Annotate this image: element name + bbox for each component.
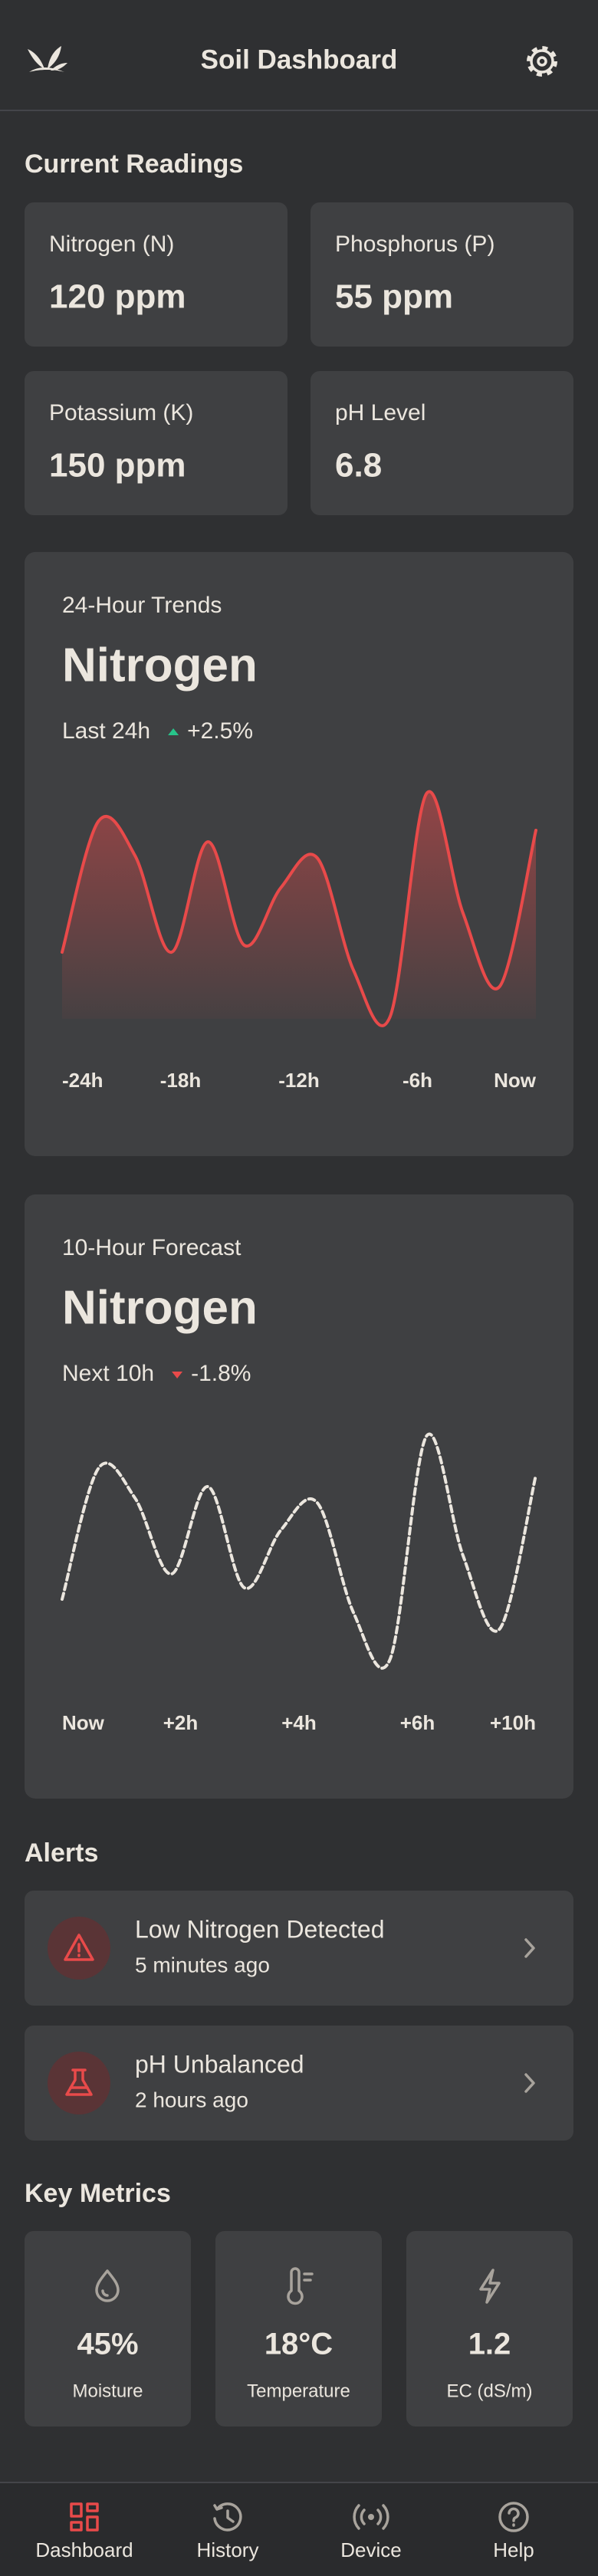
- line-area: [62, 791, 536, 1026]
- thermometer-icon: [287, 2267, 314, 2305]
- content: Nitrogen (N) 120 ppm Phosphorus (P) 55 ppm P…: [25, 202, 573, 2426]
- help-icon: [498, 2502, 529, 2532]
- reading-card: [25, 202, 288, 347]
- alert-icon-bg: [48, 2052, 110, 2114]
- warning-icon: [64, 1934, 94, 1961]
- flask-icon: [65, 2068, 93, 2096]
- metric-card: [25, 2231, 191, 2426]
- section-title: Alerts: [25, 1838, 98, 1868]
- metric-label: Moisture: [72, 2380, 143, 2401]
- alert-title: Low Nitrogen Detected: [135, 1915, 385, 1943]
- reading-label: Potassium (K): [49, 400, 193, 426]
- alert-card: [25, 2026, 573, 2141]
- reading-value: 55 ppm: [335, 278, 453, 316]
- alert-item[interactable]: Low Nitrogen Detected 5 minutes ago: [25, 1891, 573, 2006]
- metric-value: 45%: [77, 2328, 138, 2361]
- bottom-nav: [0, 2482, 598, 2576]
- x-tick-label: +2h: [163, 1711, 199, 1734]
- x-tick-label: +10h: [490, 1711, 536, 1734]
- section-title: Current Readings: [25, 150, 243, 179]
- line: [61, 1432, 537, 1670]
- reading-value: 120 ppm: [49, 278, 186, 316]
- metric-card: [215, 2231, 382, 2426]
- chart-change: +2.5%: [187, 718, 253, 744]
- history-icon: [213, 2502, 242, 2532]
- chevron: [524, 2073, 535, 2093]
- line: [61, 790, 537, 1027]
- x-tick-label: -6h: [402, 1069, 432, 1092]
- chart-period: Last 24h: [62, 718, 150, 744]
- reading-card: [310, 371, 573, 515]
- metric-card: [406, 2231, 573, 2426]
- chart-subtitle: 24-Hour Trends: [62, 593, 222, 618]
- reading-value: 150 ppm: [49, 447, 186, 485]
- nav-label[interactable]: History: [197, 2538, 259, 2561]
- chart-subtitle: 10-Hour Forecast: [62, 1235, 242, 1260]
- chart-title: Nitrogen: [62, 639, 258, 692]
- reading-label: Phosphorus (P): [335, 232, 495, 257]
- chart-change: -1.8%: [191, 1361, 251, 1386]
- x-tick-label: Now: [494, 1069, 537, 1092]
- section-title: Key Metrics: [25, 2179, 171, 2208]
- change-arrow: [172, 1372, 183, 1378]
- header-title: Soil Dashboard: [201, 44, 398, 74]
- bolt-icon: [479, 2269, 501, 2304]
- reading-card: [25, 371, 288, 515]
- metric-value: 1.2: [468, 2328, 511, 2361]
- settings-button[interactable]: [527, 46, 557, 77]
- logo: [28, 46, 67, 72]
- change-arrow: [168, 728, 179, 735]
- x-tick-label: Now: [62, 1711, 105, 1734]
- alert-time: 2 hours ago: [135, 2088, 248, 2111]
- reading-value: 6.8: [335, 447, 382, 485]
- x-tick-label: -12h: [278, 1069, 319, 1092]
- header-border: [0, 110, 598, 111]
- chart-card: [25, 1194, 573, 1799]
- x-tick-label: +6h: [400, 1711, 435, 1734]
- metric-label: EC (dS/m): [446, 2380, 532, 2401]
- nav-label[interactable]: Device: [340, 2538, 401, 2561]
- chevron: [524, 1938, 535, 1958]
- alert-title: pH Unbalanced: [135, 2050, 304, 2078]
- chart-title: Nitrogen: [62, 1281, 258, 1334]
- metric-label: Temperature: [247, 2380, 350, 2401]
- alert-time: 5 minutes ago: [135, 1953, 270, 1976]
- x-tick-label: -24h: [62, 1069, 103, 1092]
- device-icon: [353, 2504, 389, 2530]
- chart-period: Next 10h: [62, 1361, 154, 1386]
- nav-label[interactable]: Help: [493, 2538, 534, 2561]
- x-tick-label: +4h: [281, 1711, 317, 1734]
- reading-label: Nitrogen (N): [49, 232, 174, 257]
- alert-card: [25, 1891, 573, 2006]
- nav-label[interactable]: Dashboard: [35, 2538, 133, 2561]
- reading-label: pH Level: [335, 400, 426, 426]
- x-tick-label: -18h: [160, 1069, 201, 1092]
- metric-value: 18°C: [264, 2328, 333, 2361]
- nav-border: [0, 2482, 598, 2483]
- droplet-icon: [95, 2269, 120, 2302]
- dashboard-icon: [70, 2502, 99, 2532]
- alert-item[interactable]: pH Unbalanced 2 hours ago: [25, 2026, 573, 2141]
- reading-card: [310, 202, 573, 347]
